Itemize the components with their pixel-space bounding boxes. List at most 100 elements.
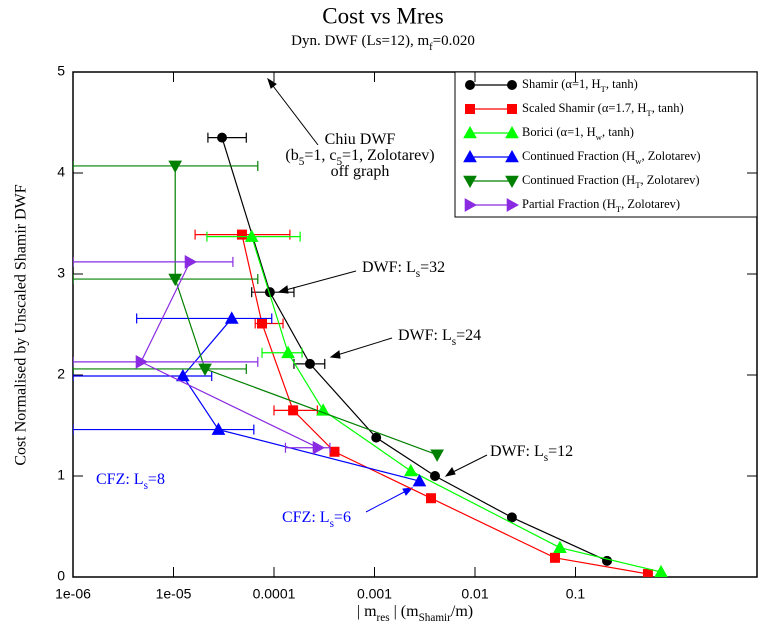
marker [505,149,519,163]
text-run: =1, Zolotarev) [342,147,435,164]
marker [463,125,477,139]
subscript: s [330,518,334,530]
text-run: DWF: L [490,443,544,460]
subscript: T [646,108,652,118]
plot-frame [72,71,758,578]
text-run: Chiu DWF [325,131,396,148]
y-tick-label: 4 [57,164,65,180]
marker [463,149,477,163]
legend-label: Partial Fraction (HT, Zolotarev) [522,197,680,214]
error-bar [136,313,273,324]
subscript: T [616,204,622,214]
marker [198,363,212,376]
series-line [174,165,438,456]
marker [184,255,198,269]
subscript: T [635,180,641,190]
legend-label: Borici (α=1, Hw, tanh) [522,125,634,142]
annotation: DWF: Ls=24 [398,327,481,348]
subscript: w [596,132,603,142]
subscript: f [429,42,433,53]
marker [244,229,259,242]
text-run: Partial Fraction (H [522,197,616,211]
subscript: T [601,84,607,94]
text-run: , Zolotarev) [642,149,701,163]
text-run: | (m [390,603,420,620]
marker [465,80,475,90]
y-axis-label: Cost Normalised by Unscaled Shamir DWF [13,184,30,465]
text-run: Continued Fraction (H [522,173,635,187]
x-axis-label: | mres | (mShamir/m) [357,603,473,624]
error-bar [207,132,247,143]
marker [257,318,268,329]
y-tick-label: 0 [57,568,65,584]
marker [506,198,520,212]
text-run: =8 [148,471,165,488]
text-run: Borici (α=1, H [522,125,596,139]
arrow [269,81,319,146]
marker [465,104,475,114]
text-run: CFZ: L [282,509,330,526]
text-run: DWF: L [362,259,416,276]
marker [168,160,183,173]
text-run: , tanh) [606,77,638,91]
text-run: DWF: L [398,327,452,344]
marker [505,125,519,139]
marker [176,368,190,382]
text-run: =24 [456,327,481,344]
legend-box [454,71,758,218]
marker [304,358,315,369]
y-tick-label: 2 [57,366,65,382]
marker [135,355,149,369]
text-run: =0.020 [433,33,475,49]
text-run: Continued Fraction (H [522,149,635,163]
error-bar [73,160,259,171]
marker [224,311,239,324]
arrowhead [267,77,277,89]
x-tick-label: 0.001 [357,586,392,602]
x-tick-label: 0.01 [461,586,488,602]
legend-label: Continued Fraction (Hw, Zolotarev) [522,149,701,166]
text-run: CFZ: L [96,471,144,488]
subscript: s [144,480,148,492]
marker [329,446,340,457]
text-run: off graph [331,163,390,180]
chart-title: Cost vs Mres [322,3,443,28]
arrow [365,489,409,513]
series-line [251,236,662,573]
error-bar [73,363,247,374]
text-run: Dyn. DWF (Ls=12), m [291,33,429,49]
marker [425,493,436,504]
arrowhead [402,487,414,496]
annotation: off graph [331,163,390,180]
text-run: Shamir (α=1, H [522,77,601,91]
error-bar [73,274,259,285]
subscript: Shamir [419,612,452,624]
marker [654,564,668,577]
text-run: =12 [548,443,573,460]
arrow [281,270,357,292]
marker [549,552,560,563]
marker [505,175,519,189]
marker [430,449,444,462]
marker [429,471,440,481]
marker [316,403,330,416]
x-tick-label: 0.1 [566,586,586,602]
marker [553,540,567,554]
text-run: =6 [334,509,351,526]
text-run: =32 [420,259,445,276]
marker [412,474,427,487]
subscript: s [416,268,420,280]
text-run: =1, c [304,147,336,164]
text-run: (b [285,147,298,164]
series-line [182,318,420,482]
error-bar [73,256,234,267]
subscript: res [377,612,390,624]
arrowhead [444,467,456,477]
text-run: , Zolotarev) [641,173,700,187]
legend-label: Scaled Shamir (α=1.7, HT, tanh) [522,101,684,118]
subscript: 5 [299,156,305,168]
annotation: Chiu DWF [325,131,396,148]
marker [371,432,382,443]
marker [288,405,299,416]
